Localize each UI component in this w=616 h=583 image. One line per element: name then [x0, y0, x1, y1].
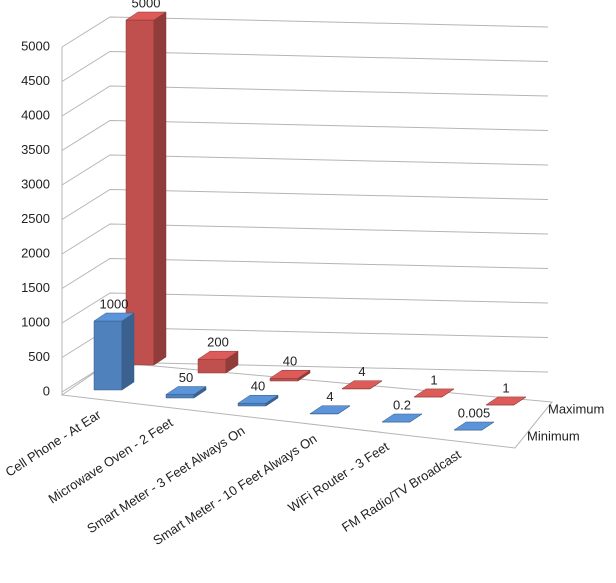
bar-front: [166, 395, 194, 398]
data-label: 1: [502, 380, 509, 395]
y-tick-label: 3500: [21, 142, 50, 157]
y-tick-label: 2000: [21, 245, 50, 260]
data-label: 5000: [132, 0, 161, 10]
bar: [94, 313, 134, 390]
data-label: 1: [430, 372, 437, 387]
data-label: 40: [251, 379, 265, 394]
bar-side: [122, 313, 134, 390]
bar: [198, 351, 238, 373]
y-tick-label: 4500: [21, 73, 50, 88]
data-label: 50: [179, 370, 193, 385]
y-tick-label: 4000: [21, 107, 50, 122]
x-tick-label: Smart Meter - 10 Feet Always On: [150, 431, 319, 548]
data-label: 4: [326, 389, 333, 404]
bar-front: [198, 359, 226, 373]
bar-front: [238, 403, 266, 406]
y-tick-label: 2500: [21, 211, 50, 226]
y-tick-label: 0: [43, 383, 50, 398]
series-label: Minimum: [527, 428, 580, 443]
y-tick-label: 5000: [21, 38, 50, 53]
bar-side: [154, 12, 166, 365]
data-label: 0.005: [458, 405, 491, 420]
y-tick-label: 500: [28, 349, 50, 364]
series-label: Maximum: [548, 401, 604, 416]
bar-front: [270, 378, 298, 381]
data-label: 40: [283, 354, 297, 369]
data-label: 0.2: [393, 397, 411, 412]
bar: [126, 12, 166, 365]
bar-front: [94, 321, 122, 390]
y-tick-label: 1500: [21, 280, 50, 295]
x-tick-label: Smart Meter - 3 Feet Always On: [84, 423, 247, 536]
data-label: 200: [207, 335, 229, 350]
y-tick-label: 1000: [21, 314, 50, 329]
data-label: 4: [358, 364, 365, 379]
data-label: 1000: [100, 296, 129, 311]
y-tick-label: 3000: [21, 176, 50, 191]
